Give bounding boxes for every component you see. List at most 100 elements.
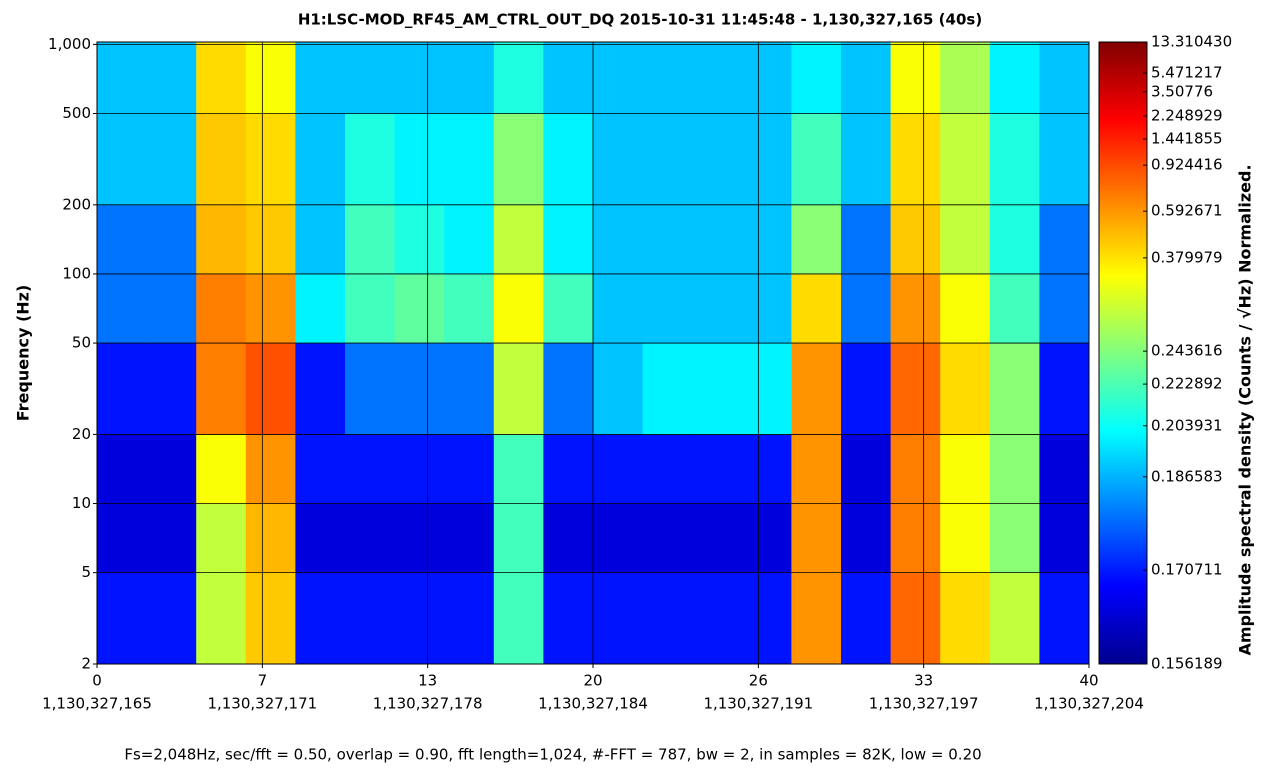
heatmap-cell (841, 343, 892, 435)
heatmap-cell (791, 113, 842, 206)
heatmap-cell (692, 113, 743, 206)
heatmap-cell (642, 204, 693, 275)
heatmap-cell (97, 503, 148, 574)
heatmap-cell (345, 343, 396, 435)
y-tick-label: 5 (81, 563, 91, 581)
heatmap-cell (692, 273, 743, 344)
heatmap-cell (97, 434, 148, 505)
y-tick-label: 2 (81, 655, 91, 673)
heatmap-cell (245, 343, 296, 435)
heatmap-cell (295, 503, 346, 574)
heatmap-cell (196, 434, 247, 505)
heatmap-cell (295, 273, 346, 344)
heatmap-cell (295, 434, 346, 505)
colorbar-tick-label: 0.170711 (1151, 561, 1223, 579)
heatmap-cell (741, 42, 792, 114)
y-tick-label: 20 (72, 425, 91, 443)
heatmap-cell (345, 42, 396, 114)
heatmap-cell (97, 42, 148, 114)
heatmap-cell (394, 113, 445, 206)
heatmap-cell (543, 113, 594, 206)
heatmap-cell (493, 572, 544, 665)
colorbar-tick-label: 13.310430 (1151, 33, 1232, 51)
heatmap-cell (989, 503, 1040, 574)
colorbar-tick-label: 0.156189 (1151, 655, 1223, 673)
heatmap-cell (841, 113, 892, 206)
heatmap-cell (345, 113, 396, 206)
heatmap-cell (196, 572, 247, 665)
colorbar-tick-label: 0.186583 (1151, 467, 1223, 485)
heatmap-cell (394, 343, 445, 435)
x-tick-gps-label: 1,130,327,178 (373, 695, 483, 713)
y-tick-label: 1,000 (48, 35, 91, 53)
heatmap-cell (593, 343, 644, 435)
heatmap-cell (642, 42, 693, 114)
heatmap-cell (1039, 273, 1090, 344)
heatmap-cell (97, 204, 148, 275)
y-tick-label: 500 (62, 104, 91, 122)
heatmap-cell (642, 113, 693, 206)
heatmap-cell (593, 113, 644, 206)
x-tick-label: 26 (749, 672, 768, 690)
heatmap-cell (345, 503, 396, 574)
heatmap-cell (593, 503, 644, 574)
y-tick-label: 50 (72, 334, 91, 352)
x-tick-gps-label: 1,130,327,204 (1034, 695, 1144, 713)
heatmap-cell (791, 42, 842, 114)
heatmap-cell (543, 503, 594, 574)
heatmap-cell (146, 343, 197, 435)
colorbar (1098, 41, 1148, 665)
heatmap-cell (989, 113, 1040, 206)
x-tick-gps-label: 1,130,327,197 (869, 695, 979, 713)
heatmap-cell (196, 503, 247, 574)
colorbar-tick-label: 2.248929 (1151, 107, 1223, 125)
colorbar-tick-label: 0.592671 (1151, 202, 1223, 220)
y-tick-label: 200 (62, 195, 91, 213)
heatmap-cell (741, 572, 792, 665)
heatmap-cell (642, 434, 693, 505)
heatmap-cell (493, 273, 544, 344)
heatmap-cell (245, 204, 296, 275)
heatmap-cell (642, 572, 693, 665)
heatmap-cell (196, 343, 247, 435)
heatmap-cell (146, 113, 197, 206)
heatmap-cell (97, 343, 148, 435)
heatmap-cell (940, 343, 991, 435)
heatmap-cell (890, 572, 941, 665)
heatmap-cell (345, 273, 396, 344)
heatmap-cell (741, 434, 792, 505)
colorbar-tick-label: 3.50776 (1151, 82, 1213, 100)
heatmap-cell (444, 434, 495, 505)
heatmap-cell (146, 204, 197, 275)
heatmap-cell (1039, 503, 1090, 574)
heatmap-cell (692, 42, 743, 114)
x-tick-label: 13 (418, 672, 437, 690)
heatmap-cell (890, 343, 941, 435)
heatmap-cell (493, 113, 544, 206)
heatmap-cell (741, 343, 792, 435)
x-tick-gps-label: 1,130,327,191 (703, 695, 813, 713)
heatmap-cell (940, 434, 991, 505)
heatmap-cell (791, 503, 842, 574)
heatmap-cell (791, 273, 842, 344)
heatmap-cell (741, 113, 792, 206)
heatmap-cell (295, 343, 346, 435)
colorbar-tick-label: 5.471217 (1151, 64, 1223, 82)
heatmap-cell (940, 503, 991, 574)
heatmap-cell (940, 42, 991, 114)
x-tick-label: 7 (258, 672, 268, 690)
colorbar-tick-label: 0.379979 (1151, 248, 1223, 266)
heatmap-cell (642, 503, 693, 574)
heatmap-cell (146, 572, 197, 665)
heatmap-cell (245, 434, 296, 505)
heatmap-cell (841, 42, 892, 114)
footer: Fs=2,048Hz, sec/fft = 0.50, overlap = 0.… (124, 746, 981, 764)
x-tick-label: 0 (92, 672, 102, 690)
chart-title: H1:LSC-MOD_RF45_AM_CTRL_OUT_DQ 2015-10-3… (298, 11, 982, 29)
heatmap-cell (989, 42, 1040, 114)
heatmap-cell (940, 113, 991, 206)
heatmap-cell (841, 503, 892, 574)
heatmap-cell (1039, 113, 1090, 206)
x-tick-gps-label: 1,130,327,171 (207, 695, 317, 713)
